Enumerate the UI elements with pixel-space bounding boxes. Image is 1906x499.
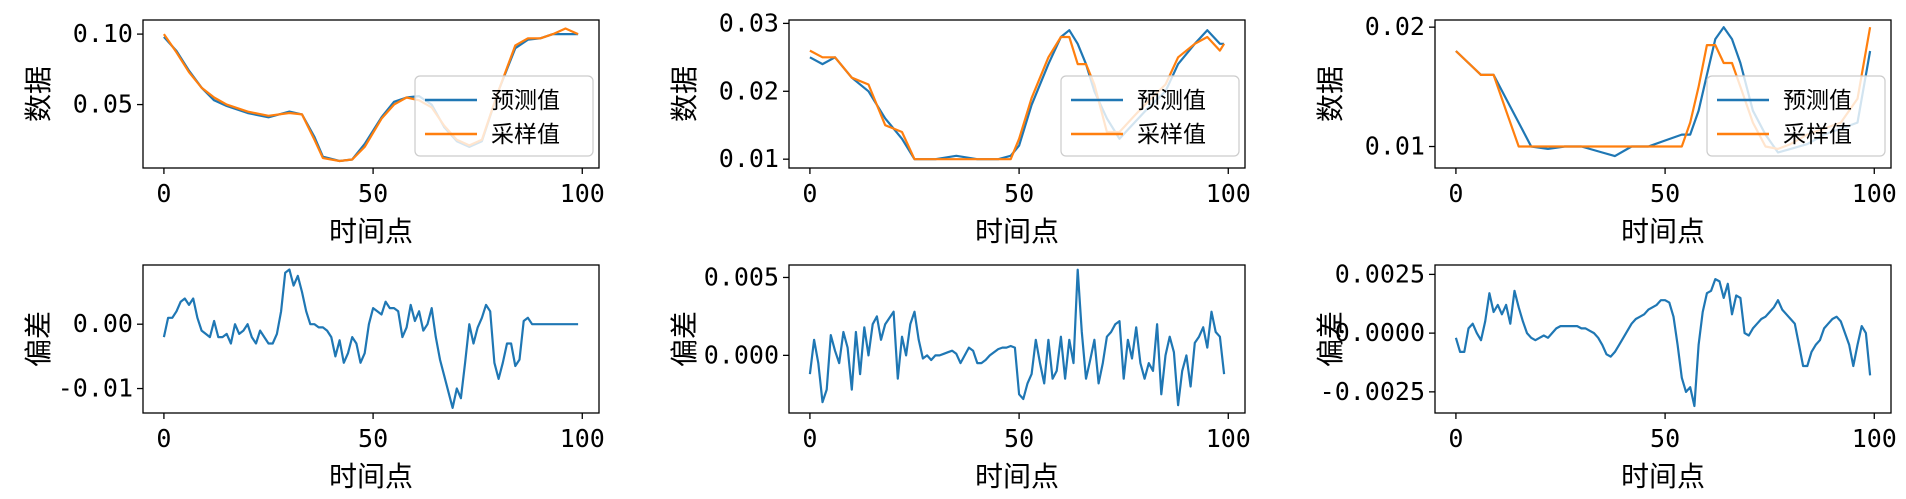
axes-frame bbox=[788, 264, 1246, 414]
series-line-deviation-1 bbox=[162, 268, 579, 409]
y-tick-label: 0.02 bbox=[719, 76, 779, 105]
legend-label: 预测值 bbox=[1137, 88, 1206, 114]
axes-frame bbox=[1434, 19, 1892, 169]
x-tick-label: 0 bbox=[156, 179, 171, 208]
y-tick-label: 0.000 bbox=[704, 340, 779, 369]
legend-label: 采样值 bbox=[1137, 122, 1206, 148]
x-tick-label: 0 bbox=[1448, 179, 1463, 208]
y-tick-label: 0.01 bbox=[1365, 132, 1425, 161]
y-tick-label: -0.01 bbox=[58, 374, 133, 403]
chart-panel-5: 0 50 100 0.000 0.005 时间点 偏差 bbox=[668, 262, 1251, 493]
y-tick-label: 0.005 bbox=[704, 262, 779, 291]
series-line-deviation-1 bbox=[808, 268, 1226, 407]
y-axis-label: 数据 bbox=[22, 66, 55, 122]
x-tick-label: 50 bbox=[1004, 424, 1034, 453]
y-tick-label: 0.02 bbox=[1365, 12, 1425, 41]
y-axis-label: 偏差 bbox=[668, 311, 701, 367]
x-tick-label: 50 bbox=[1650, 179, 1680, 208]
x-tick-label: 100 bbox=[1852, 179, 1897, 208]
x-axis-label: 时间点 bbox=[329, 460, 413, 493]
y-tick-label: 0.0025 bbox=[1335, 259, 1425, 288]
y-axis-label: 数据 bbox=[1314, 66, 1347, 122]
x-tick-label: 0 bbox=[802, 179, 817, 208]
chart-panel-6: 0 50 100 -0.0025 0.0000 0.0025 时间点 偏差 bbox=[1314, 259, 1897, 493]
x-tick-label: 100 bbox=[560, 424, 605, 453]
x-tick-label: 100 bbox=[1852, 424, 1897, 453]
x-tick-label: 50 bbox=[1004, 179, 1034, 208]
y-axis-label: 偏差 bbox=[1314, 311, 1347, 367]
x-tick-label: 100 bbox=[1206, 179, 1251, 208]
x-tick-label: 100 bbox=[1206, 424, 1251, 453]
y-tick-label: 0.05 bbox=[73, 90, 133, 119]
y-tick-label: 0.01 bbox=[719, 144, 779, 173]
axes-frame bbox=[142, 19, 600, 169]
series-line-采样值-2 bbox=[162, 27, 579, 163]
x-tick-label: 50 bbox=[358, 424, 388, 453]
legend-box bbox=[1706, 75, 1886, 157]
axes-frame bbox=[142, 264, 600, 414]
x-axis-label: 时间点 bbox=[1621, 215, 1705, 248]
axes-frame bbox=[1434, 264, 1892, 414]
legend-label: 采样值 bbox=[491, 122, 560, 148]
x-axis-label: 时间点 bbox=[975, 460, 1059, 493]
x-axis-label: 时间点 bbox=[329, 215, 413, 248]
x-tick-label: 0 bbox=[802, 424, 817, 453]
legend-box bbox=[1060, 75, 1240, 157]
y-axis-label: 数据 bbox=[668, 66, 701, 122]
y-tick-label: 0.03 bbox=[719, 8, 779, 37]
y-tick-label: 0.0000 bbox=[1335, 318, 1425, 347]
y-axis-label: 偏差 bbox=[22, 311, 55, 367]
y-tick-label: 0.10 bbox=[73, 19, 133, 48]
x-tick-label: 50 bbox=[358, 179, 388, 208]
x-tick-label: 100 bbox=[560, 179, 605, 208]
x-tick-label: 0 bbox=[1448, 424, 1463, 453]
legend-label: 预测值 bbox=[1783, 88, 1852, 114]
series-line-deviation-1 bbox=[1454, 278, 1872, 408]
x-axis-label: 时间点 bbox=[975, 215, 1059, 248]
x-tick-label: 0 bbox=[156, 424, 171, 453]
x-tick-label: 50 bbox=[1650, 424, 1680, 453]
axes-frame bbox=[788, 19, 1246, 169]
x-axis-label: 时间点 bbox=[1621, 460, 1705, 493]
legend-label: 预测值 bbox=[491, 88, 560, 114]
chart-panel-4: 0 50 100 -0.01 0.00 时间点 偏差 bbox=[22, 264, 605, 493]
y-tick-label: -0.0025 bbox=[1320, 377, 1425, 406]
legend-box bbox=[414, 75, 594, 157]
legend-label: 采样值 bbox=[1783, 122, 1852, 148]
y-tick-label: 0.00 bbox=[73, 309, 133, 338]
